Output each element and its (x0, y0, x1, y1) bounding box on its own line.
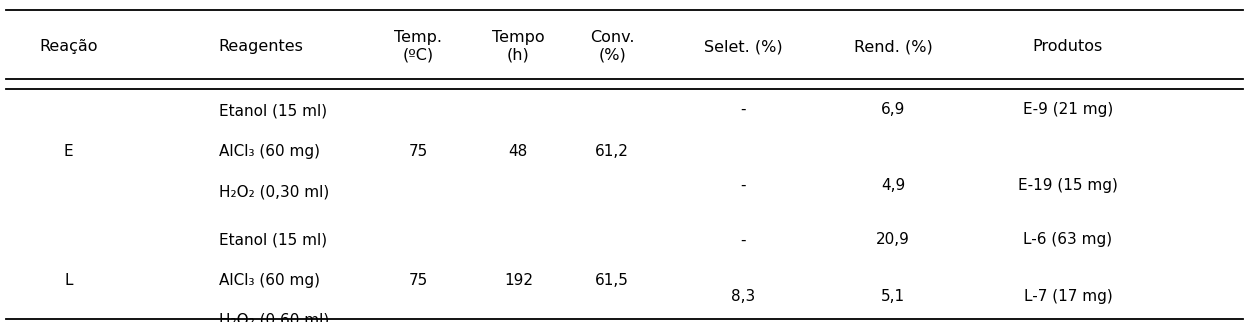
Text: Rend. (%): Rend. (%) (853, 39, 933, 54)
Text: 4,9: 4,9 (881, 178, 906, 193)
Text: 8,3: 8,3 (731, 289, 756, 304)
Text: 192: 192 (503, 273, 533, 288)
Text: Tempo
(h): Tempo (h) (492, 31, 545, 63)
Text: 48: 48 (508, 144, 528, 159)
Text: H₂O₂ (0,60 ml): H₂O₂ (0,60 ml) (219, 313, 328, 322)
Text: E-19 (15 mg): E-19 (15 mg) (1018, 178, 1118, 193)
Text: -: - (741, 232, 746, 247)
Text: AlCl₃ (60 mg): AlCl₃ (60 mg) (219, 273, 320, 288)
Text: 5,1: 5,1 (881, 289, 906, 304)
Text: Conv.
(%): Conv. (%) (590, 31, 634, 63)
Text: 61,2: 61,2 (595, 144, 629, 159)
Text: 75: 75 (408, 144, 428, 159)
Text: L: L (65, 273, 72, 288)
Text: 61,5: 61,5 (595, 273, 629, 288)
Text: 75: 75 (408, 273, 428, 288)
Text: 6,9: 6,9 (881, 102, 906, 117)
Text: 20,9: 20,9 (876, 232, 911, 247)
Text: Selet. (%): Selet. (%) (704, 39, 782, 54)
Text: Produtos: Produtos (1033, 39, 1103, 54)
Text: Etanol (15 ml): Etanol (15 ml) (219, 104, 327, 118)
Text: L-7 (17 mg): L-7 (17 mg) (1023, 289, 1113, 304)
Text: H₂O₂ (0,30 ml): H₂O₂ (0,30 ml) (219, 184, 328, 199)
Text: L-6 (63 mg): L-6 (63 mg) (1023, 232, 1113, 247)
Text: E: E (64, 144, 74, 159)
Text: -: - (741, 178, 746, 193)
Text: AlCl₃ (60 mg): AlCl₃ (60 mg) (219, 144, 320, 159)
Text: Etanol (15 ml): Etanol (15 ml) (219, 232, 327, 247)
Text: Temp.
(ºC): Temp. (ºC) (395, 31, 442, 63)
Text: E-9 (21 mg): E-9 (21 mg) (1023, 102, 1113, 117)
Text: -: - (741, 102, 746, 117)
Text: Reagentes: Reagentes (219, 39, 304, 54)
Text: Reação: Reação (40, 39, 97, 54)
